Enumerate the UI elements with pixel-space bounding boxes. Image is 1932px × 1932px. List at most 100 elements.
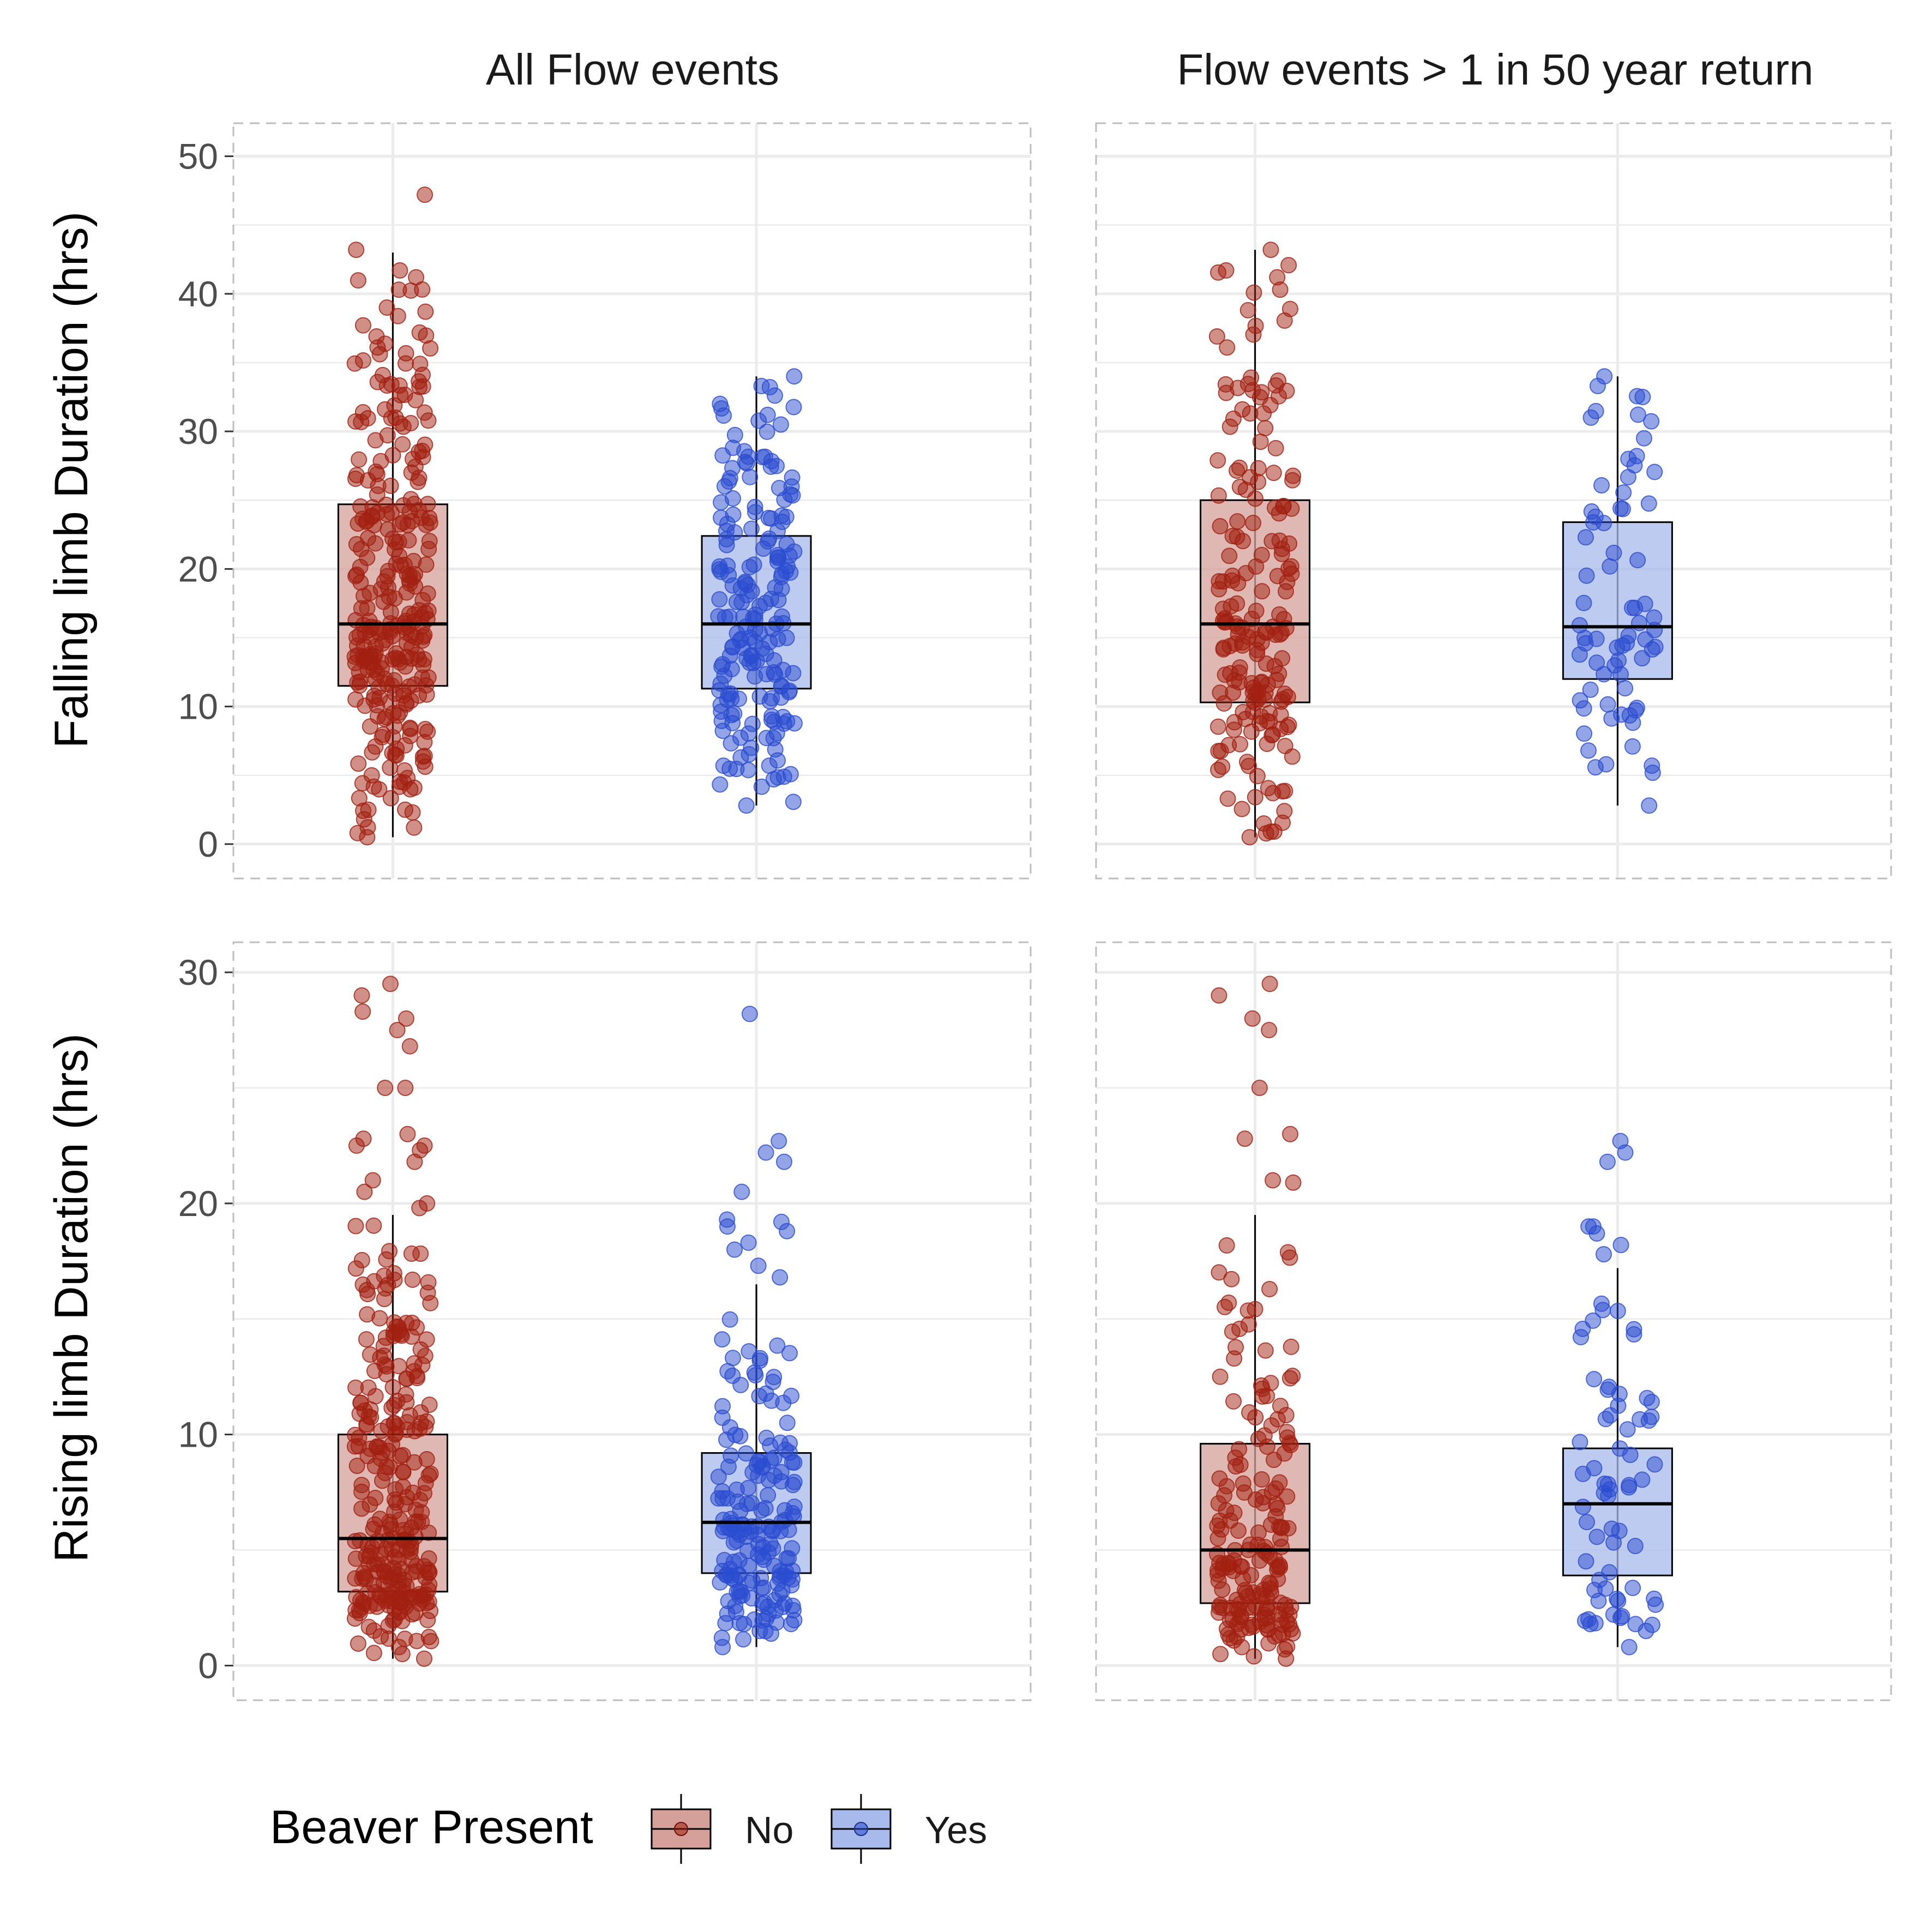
data-point <box>1576 725 1593 742</box>
data-point <box>1218 1237 1235 1254</box>
data-point <box>411 470 428 486</box>
data-point <box>407 1501 424 1518</box>
data-point <box>736 443 753 460</box>
data-point <box>351 451 368 468</box>
data-point <box>382 790 399 806</box>
data-point <box>1214 612 1231 629</box>
data-point <box>1211 573 1227 590</box>
data-point <box>1278 1407 1295 1424</box>
data-point <box>375 726 392 743</box>
data-point <box>374 1472 390 1489</box>
data-point <box>1219 790 1236 807</box>
data-point <box>376 623 393 640</box>
data-point <box>1217 1298 1233 1315</box>
data-point <box>1271 665 1287 682</box>
data-point <box>1640 495 1657 512</box>
data-point <box>1265 465 1282 482</box>
data-point <box>408 1368 425 1385</box>
data-point <box>713 703 730 720</box>
data-point <box>1243 723 1260 740</box>
data-point <box>1588 1528 1605 1545</box>
data-point <box>1210 1573 1227 1590</box>
data-point <box>1628 448 1645 465</box>
data-point <box>1629 552 1646 569</box>
data-point <box>1593 477 1610 493</box>
data-point <box>728 593 745 610</box>
data-point <box>1597 1411 1614 1428</box>
data-point <box>1267 499 1284 516</box>
data-point <box>1249 768 1266 785</box>
data-point <box>729 1493 746 1510</box>
data-point <box>377 1079 394 1096</box>
data-point <box>1643 1393 1660 1410</box>
data-point <box>1598 756 1615 773</box>
data-point <box>760 1472 777 1489</box>
data-point <box>1644 765 1661 781</box>
data-point <box>741 1557 757 1574</box>
data-point <box>1241 829 1258 846</box>
data-point <box>1218 384 1235 401</box>
data-point <box>718 537 735 553</box>
data-point <box>719 1363 736 1380</box>
data-point <box>724 460 741 477</box>
data-point <box>781 1345 798 1362</box>
data-point <box>773 678 790 695</box>
data-point <box>732 749 749 766</box>
data-point <box>1211 1470 1228 1487</box>
data-point <box>766 652 783 669</box>
data-point <box>1647 1596 1664 1613</box>
data-point <box>1267 440 1284 456</box>
data-point <box>1226 1504 1243 1521</box>
data-point <box>367 671 384 688</box>
data-point <box>757 1385 774 1402</box>
data-point <box>1634 650 1651 667</box>
data-point <box>1224 1323 1241 1340</box>
data-point <box>1580 742 1597 759</box>
data-point <box>382 1459 399 1476</box>
data-point <box>1283 500 1300 517</box>
data-point <box>1577 635 1594 652</box>
data-point <box>711 558 728 575</box>
data-point <box>751 1352 768 1369</box>
data-point <box>1579 1514 1596 1531</box>
data-point <box>747 498 763 515</box>
data-point <box>1280 257 1297 274</box>
box-yes-r2-c2 <box>1562 1133 1673 1656</box>
data-point <box>1256 1427 1273 1444</box>
data-point <box>726 426 743 443</box>
strip-label-col-1: All Flow events <box>486 45 779 94</box>
data-point <box>1276 803 1293 820</box>
data-point <box>784 1454 801 1471</box>
data-point <box>1225 721 1242 738</box>
data-point <box>1281 300 1298 317</box>
data-point <box>411 373 428 390</box>
data-point <box>760 509 777 526</box>
data-point <box>1259 736 1275 753</box>
data-point <box>769 522 786 539</box>
data-point <box>1210 487 1227 504</box>
panel-r2-c2 <box>1095 941 1892 1701</box>
data-point <box>394 1447 411 1464</box>
data-point <box>1601 1564 1618 1581</box>
data-point <box>1211 987 1227 1004</box>
data-point <box>1235 703 1251 720</box>
data-point <box>347 1260 364 1277</box>
data-point <box>768 725 785 742</box>
data-point <box>418 556 435 573</box>
data-point <box>1239 302 1256 318</box>
data-point <box>366 1516 383 1533</box>
data-point <box>743 520 760 537</box>
data-point <box>714 1522 731 1539</box>
data-point <box>1220 737 1237 754</box>
data-point <box>369 374 386 390</box>
panel-border <box>1095 941 1892 1701</box>
legend-label-yes: Yes <box>925 1809 987 1851</box>
data-point <box>1277 737 1293 754</box>
data-point <box>745 610 762 627</box>
legend-key-no <box>651 1794 712 1864</box>
data-point <box>398 584 415 601</box>
data-point <box>397 801 414 818</box>
data-point <box>384 1379 401 1396</box>
data-point <box>1624 1580 1641 1597</box>
data-point <box>1282 1126 1299 1142</box>
